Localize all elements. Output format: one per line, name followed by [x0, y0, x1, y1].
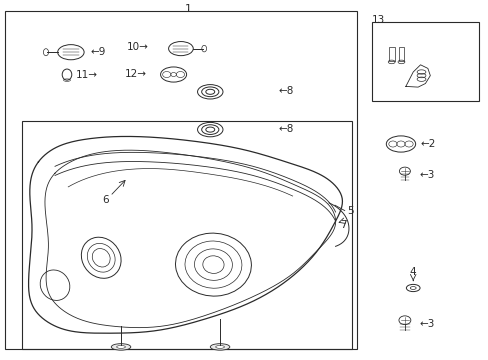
- Ellipse shape: [111, 344, 130, 350]
- Text: 13: 13: [371, 15, 384, 25]
- Bar: [22, 121, 351, 349]
- Text: 10→: 10→: [127, 42, 149, 52]
- Text: ←2: ←2: [420, 139, 435, 149]
- Text: 11→: 11→: [76, 70, 98, 80]
- Text: 6: 6: [102, 195, 108, 205]
- Bar: [398, 47, 404, 61]
- Ellipse shape: [210, 344, 229, 350]
- Text: ←8: ←8: [278, 123, 293, 134]
- Bar: [388, 47, 394, 61]
- Text: 4: 4: [409, 267, 416, 277]
- Text: ←3: ←3: [419, 170, 434, 180]
- Text: ←3: ←3: [419, 319, 434, 329]
- Text: 7: 7: [339, 220, 346, 230]
- Text: ←8: ←8: [278, 86, 293, 96]
- Text: 12→: 12→: [124, 69, 146, 79]
- Text: 1: 1: [184, 4, 191, 14]
- Ellipse shape: [117, 346, 125, 348]
- Text: ←9: ←9: [90, 47, 105, 57]
- Bar: [371, 22, 478, 101]
- Ellipse shape: [215, 346, 224, 348]
- Text: 5: 5: [346, 206, 353, 216]
- Bar: [5, 11, 356, 349]
